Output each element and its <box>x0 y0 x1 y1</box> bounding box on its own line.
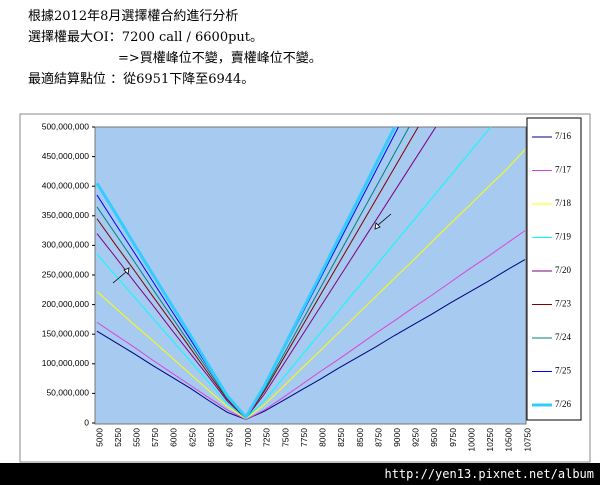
x-tick-label: 5750 <box>150 428 160 447</box>
header-line: 選擇權最大OI：7200 call / 6600put。 <box>28 29 263 45</box>
x-tick-label: 7500 <box>280 428 290 447</box>
series-line <box>96 127 419 420</box>
x-tick-label: 8000 <box>318 428 328 447</box>
x-tick-label: 10750 <box>522 428 532 452</box>
arrow-annotation <box>112 267 130 284</box>
series-line <box>96 127 410 419</box>
y-tick-label: 200,000,000 <box>42 299 90 309</box>
series-line <box>96 230 526 421</box>
header-line: 根據2012年8月選擇權合約進行分析 <box>28 8 238 24</box>
footer-bar <box>0 463 600 485</box>
x-tick-label: 7000 <box>243 428 253 447</box>
x-tick-label: 6750 <box>225 428 235 447</box>
x-tick-label: 8250 <box>336 428 346 447</box>
y-tick-label: 450,000,000 <box>42 151 90 161</box>
series-line <box>95 127 397 420</box>
y-tick-label: 50,000,000 <box>46 388 89 398</box>
y-tick-label: 500,000,000 <box>42 121 90 131</box>
header-line: 最適結算點位 ：從6951下降至6944。 <box>28 71 254 87</box>
y-tick-label: 300,000,000 <box>42 240 90 250</box>
x-tick-label: 6000 <box>169 428 179 447</box>
arrow-annotation <box>374 213 392 230</box>
x-tick-label: 9000 <box>392 428 402 447</box>
legend-label: 7/25 <box>555 366 572 376</box>
legend-label: 7/23 <box>555 299 572 309</box>
legend-label: 7/17 <box>555 165 572 175</box>
watermark: http://yen13.pixnet.net/album <box>384 467 594 481</box>
plot-area <box>94 126 527 425</box>
legend-label: 7/20 <box>555 265 572 275</box>
legend-label: 7/16 <box>555 131 572 141</box>
legend-label: 7/18 <box>555 198 572 208</box>
y-tick-label: 150,000,000 <box>42 328 90 338</box>
series-line <box>96 127 437 420</box>
x-tick-label: 8750 <box>373 428 383 447</box>
y-tick-label: 100,000,000 <box>42 358 90 368</box>
y-tick-label: 250,000,000 <box>42 269 90 279</box>
series-line <box>96 259 526 420</box>
y-tick-label: 400,000,000 <box>42 180 90 190</box>
legend-label: 7/26 <box>555 399 572 409</box>
x-tick-label: 6500 <box>206 428 216 447</box>
x-tick-label: 8500 <box>355 428 365 447</box>
y-tick-label: 350,000,000 <box>42 210 90 220</box>
legend-label: 7/19 <box>555 232 572 242</box>
x-tick-label: 5500 <box>131 428 141 447</box>
x-tick-label: 7250 <box>262 428 272 447</box>
x-tick-label: 10500 <box>504 428 514 452</box>
x-tick-label: 7750 <box>299 428 309 447</box>
series-line <box>96 127 492 419</box>
legend-label: 7/24 <box>555 332 572 342</box>
x-tick-label: 6250 <box>187 428 197 447</box>
x-tick-label: 5000 <box>94 428 104 447</box>
x-tick-label: 5250 <box>113 428 123 447</box>
x-tick-label: 9500 <box>429 428 439 447</box>
x-tick-label: 10250 <box>485 428 495 452</box>
y-tick-label: 0 <box>84 417 89 427</box>
header-line: =>買權峰位不變，賣權峰位不變。 <box>118 50 322 66</box>
x-tick-label: 9250 <box>411 428 421 447</box>
series-line <box>96 149 526 420</box>
x-tick-label: 9750 <box>448 428 458 447</box>
legend-box <box>526 117 582 421</box>
x-tick-label: 10000 <box>466 428 476 452</box>
